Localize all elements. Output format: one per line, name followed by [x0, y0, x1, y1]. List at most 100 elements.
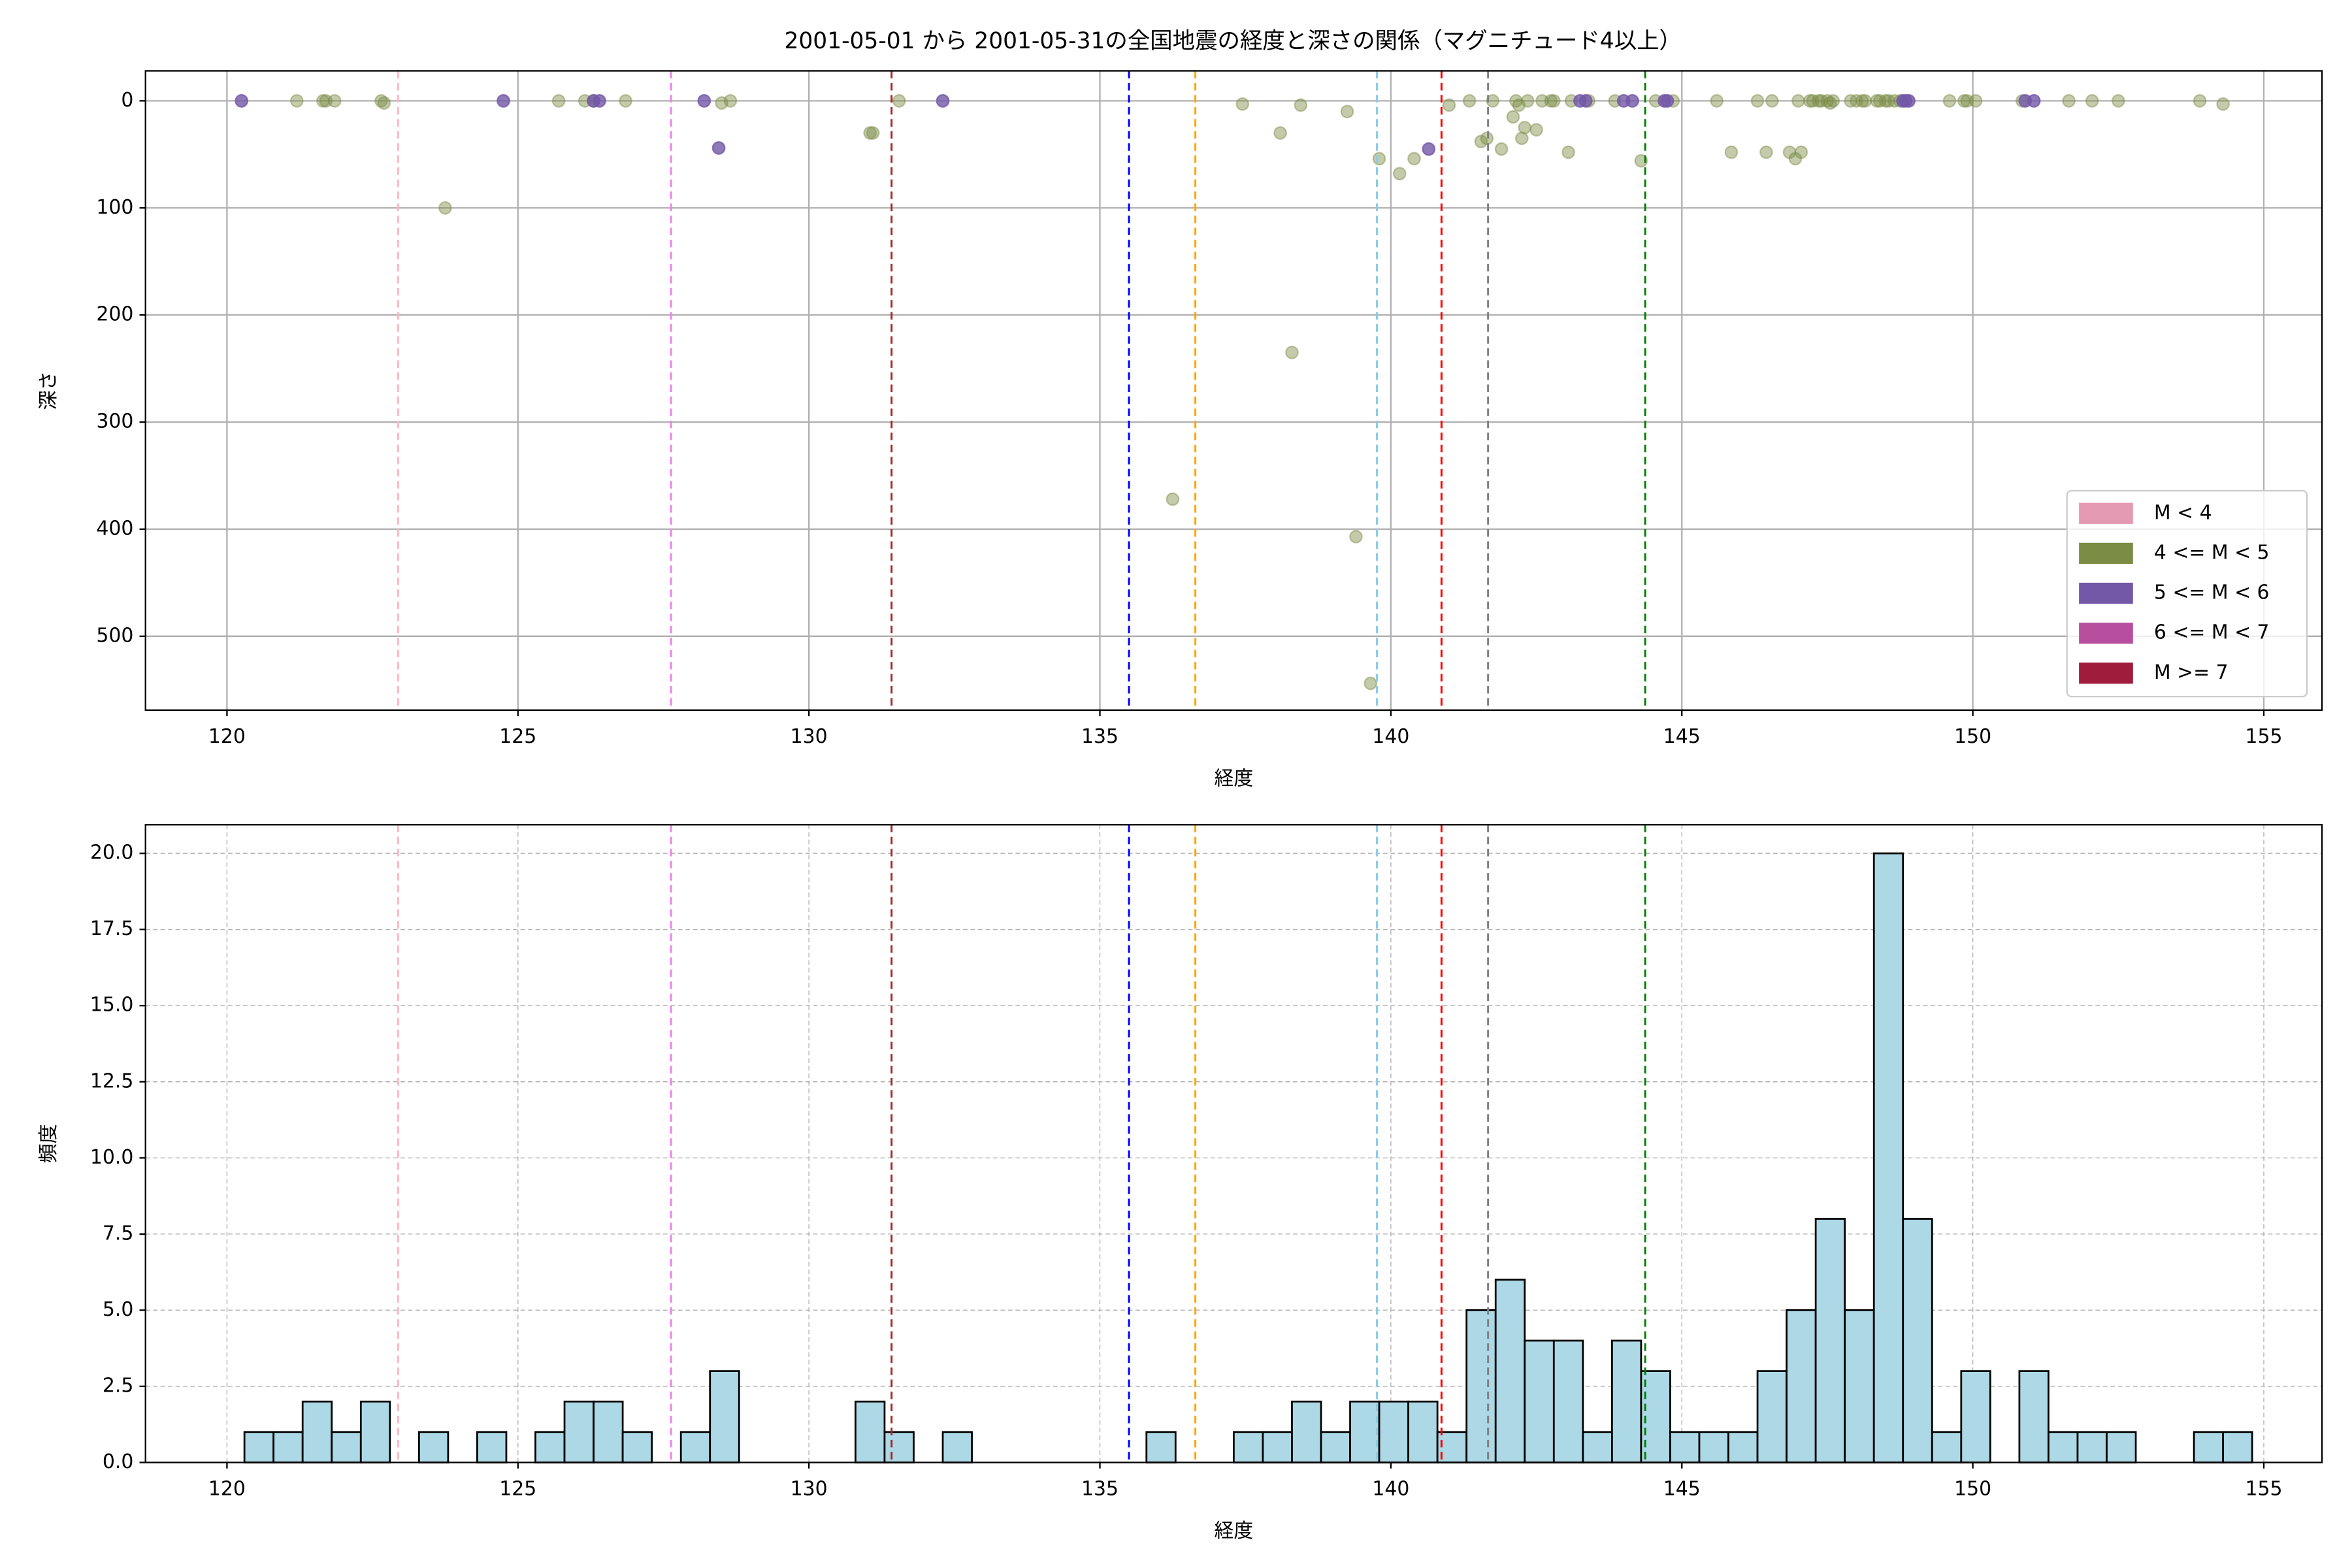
- scatter-point: [1372, 152, 1386, 166]
- y-tick-label: 100: [96, 196, 133, 219]
- legend-label: 5 <= M < 6: [2154, 581, 2270, 604]
- scatter-point: [1957, 93, 1971, 108]
- y-tick-label: 300: [96, 410, 133, 433]
- scatter-point: [551, 93, 566, 108]
- scatter-point: [1759, 145, 1773, 159]
- legend-label: 4 <= M < 5: [2154, 541, 2270, 564]
- scatter-point: [316, 93, 330, 108]
- histogram-bar: [1349, 1400, 1380, 1463]
- y-axis-label: 深さ: [37, 371, 60, 410]
- scatter-point: [1826, 93, 1840, 108]
- scatter-point: [1782, 145, 1797, 159]
- scatter-point: [1858, 93, 1872, 108]
- histogram-bar: [1960, 1370, 1991, 1463]
- scatter-point: [1660, 93, 1674, 108]
- scatter-point: [2111, 93, 2125, 108]
- y-tick-label: 2.5: [103, 1374, 133, 1397]
- histogram-bar: [593, 1400, 624, 1463]
- histogram-bar: [417, 1431, 449, 1463]
- histogram-bar: [1902, 1218, 1933, 1463]
- scatter-point: [1765, 93, 1779, 108]
- legend-label: M < 4: [2154, 501, 2212, 524]
- x-tick-label: 120: [208, 1477, 246, 1500]
- scatter-point: [866, 126, 880, 140]
- histogram-bar: [883, 1431, 915, 1463]
- legend-swatch: [2079, 542, 2133, 564]
- histogram-bar: [272, 1431, 304, 1463]
- legend-swatch: [2079, 623, 2133, 644]
- scatter-point: [1960, 93, 1974, 108]
- y-tick-label: 17.5: [90, 917, 133, 940]
- x-tick-label: 135: [1081, 1477, 1119, 1500]
- legend-label: M >= 7: [2154, 661, 2229, 684]
- x-axis-label: 経度: [1215, 1520, 1254, 1543]
- histogram-bar: [1552, 1339, 1584, 1463]
- scatter-point: [1791, 93, 1805, 108]
- scatter-point: [374, 93, 388, 108]
- scatter-point: [1407, 152, 1421, 166]
- y-tick-label: 10.0: [90, 1146, 133, 1169]
- scatter-point: [2085, 93, 2099, 108]
- scatter-point: [715, 96, 728, 110]
- scatter-point: [1882, 93, 1895, 108]
- x-axis-label: 経度: [1215, 768, 1254, 791]
- scatter-point: [1462, 93, 1477, 108]
- scatter-point: [289, 93, 304, 108]
- scatter-point: [1803, 93, 1817, 108]
- scatter-point: [319, 93, 333, 108]
- scatter-point: [1710, 93, 1724, 108]
- legend-box: [2066, 489, 2308, 698]
- scatter-point: [1812, 93, 1825, 108]
- scatter-point: [1509, 93, 1523, 108]
- scatter-point: [1480, 131, 1494, 146]
- scatter-point: [497, 93, 510, 108]
- x-tick-label: 140: [1372, 725, 1409, 748]
- histogram-bar: [679, 1431, 711, 1463]
- histogram-bar: [1465, 1309, 1497, 1463]
- histogram-bar: [563, 1400, 595, 1463]
- scatter-point: [1855, 93, 1869, 108]
- y-tick-label: 200: [96, 303, 133, 326]
- scatter-point: [1870, 93, 1884, 108]
- scatter-point: [1878, 93, 1893, 108]
- scatter-point: [2216, 97, 2230, 111]
- histogram-bar: [243, 1431, 275, 1463]
- scatter-point: [1235, 97, 1250, 111]
- x-tick-label: 140: [1372, 1477, 1409, 1500]
- x-tick-label: 125: [499, 725, 536, 748]
- y-tick-label: 12.5: [90, 1070, 133, 1092]
- scatter-point: [892, 93, 906, 108]
- histogram-bar: [1407, 1400, 1439, 1463]
- scatter-point: [1273, 126, 1287, 140]
- scatter-point: [1968, 93, 1983, 108]
- histogram-bar: [709, 1370, 740, 1463]
- x-tick-label: 130: [791, 1477, 828, 1500]
- y-tick-label: 500: [96, 624, 133, 647]
- histogram-bar: [1582, 1431, 1613, 1463]
- x-tick-label: 150: [1954, 1477, 1991, 1500]
- histogram-bar: [1814, 1218, 1846, 1463]
- scatter-point: [2193, 93, 2207, 108]
- scatter-point: [1486, 93, 1500, 108]
- scatter-point: [1494, 142, 1509, 156]
- scatter-point: [1814, 93, 1829, 108]
- histogram-bar: [1727, 1431, 1759, 1463]
- histogram-bar: [941, 1431, 973, 1463]
- histogram-bar: [534, 1431, 566, 1463]
- plot-frame: [144, 824, 2323, 1463]
- histogram-bar: [476, 1431, 508, 1463]
- scatter-point: [1724, 145, 1739, 159]
- scatter-point: [1512, 98, 1526, 112]
- x-tick-label: 145: [1663, 725, 1701, 748]
- histogram-bar: [359, 1400, 391, 1463]
- scatter-point: [1535, 93, 1549, 108]
- histogram-bar: [2048, 1431, 2079, 1463]
- histogram-bar: [1233, 1431, 1264, 1463]
- scatter-point: [1364, 676, 1378, 691]
- scatter-point: [593, 93, 606, 108]
- y-tick-label: 0: [121, 89, 133, 112]
- scatter-point: [1294, 98, 1308, 112]
- histogram-bar: [2106, 1431, 2137, 1463]
